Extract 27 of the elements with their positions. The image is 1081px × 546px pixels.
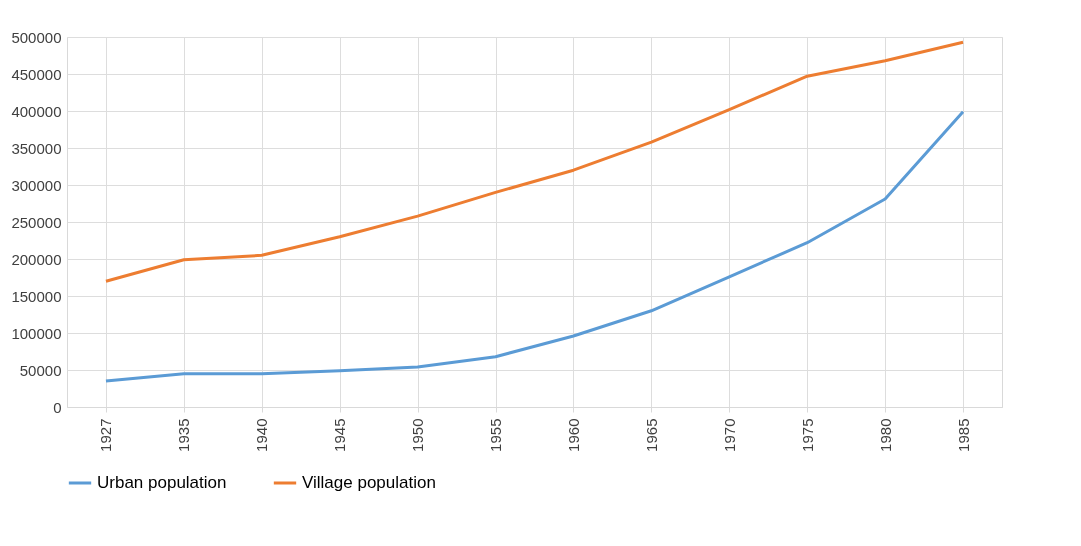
x-tick-label: 1927: [97, 418, 115, 452]
x-tick-label: 1985: [954, 418, 972, 452]
legend-label: Urban population: [97, 473, 227, 492]
x-tick-label: 1955: [487, 418, 505, 452]
y-tick-label: 0: [53, 398, 62, 416]
y-tick-label: 100000: [11, 324, 62, 342]
y-tick-label: 200000: [11, 250, 62, 268]
y-tick-label: 450000: [11, 65, 62, 83]
x-tick-label: 1935: [175, 418, 193, 452]
line-series: [104, 110, 965, 383]
x-tick-label: 1980: [876, 418, 894, 452]
x-tick-label: 1965: [642, 418, 660, 452]
legend-label: Village population: [302, 473, 436, 492]
x-tick-label: 1970: [720, 418, 738, 452]
y-tick-label: 300000: [11, 176, 62, 194]
x-tick-label: 1950: [409, 418, 427, 452]
x-tick-label: 1945: [331, 418, 349, 452]
y-tick-label: 250000: [11, 213, 62, 231]
y-tick-label: 400000: [11, 102, 62, 120]
y-tick-label: 350000: [11, 139, 62, 157]
x-tick-label: 1975: [798, 418, 816, 452]
y-tick-label: 500000: [11, 28, 62, 46]
line-series: [104, 40, 965, 283]
x-tick-label: 1940: [253, 418, 271, 452]
x-tick-label: 1960: [564, 418, 582, 452]
y-tick-label: 50000: [19, 361, 62, 379]
y-tick-label: 150000: [11, 287, 62, 305]
